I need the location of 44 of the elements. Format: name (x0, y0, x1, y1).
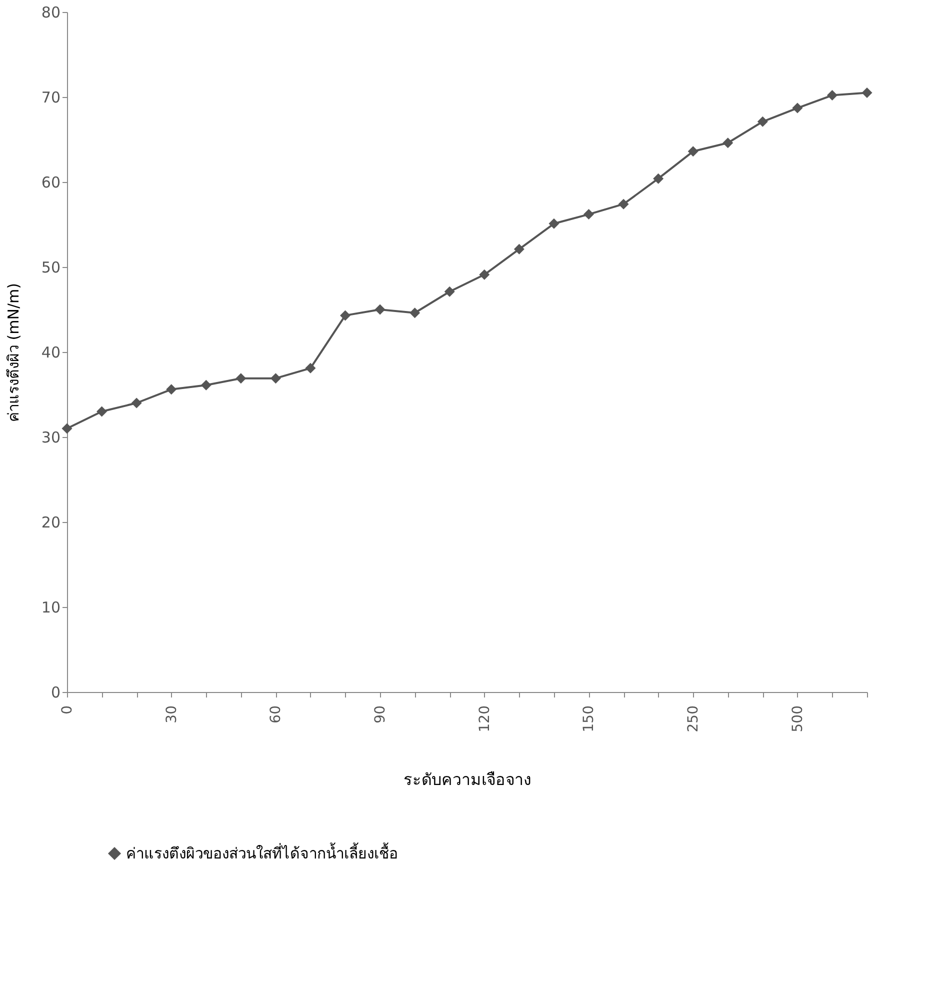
point (340, 310, 351, 321)
y-tick-label: 20 (41, 514, 60, 532)
y-tick-label: 70 (41, 88, 60, 106)
point (653, 173, 664, 184)
x-tick-label: 250 (686, 706, 702, 732)
point (688, 146, 698, 157)
y-tick-label: 40 (41, 344, 60, 362)
point (862, 88, 872, 98)
point (757, 116, 768, 127)
point (270, 373, 281, 384)
y-tick-label: 30 (41, 428, 60, 446)
point (722, 138, 734, 148)
point (618, 198, 629, 210)
y-axis-title: ค่าแรงตึงผิว (mN/m) (4, 283, 22, 422)
point (62, 423, 72, 434)
x-tick-label: 500 (790, 706, 806, 732)
point (305, 362, 316, 374)
point (236, 373, 246, 384)
x-tick-label: 60 (268, 706, 284, 724)
y-tick-label: 0 (50, 684, 60, 702)
point (444, 286, 455, 297)
point (410, 308, 420, 318)
x-tick-label: 90 (372, 706, 389, 724)
y-tick-label: 60 (41, 174, 60, 192)
x-axis-title: ระดับความเจือจาง (404, 770, 532, 790)
x-tick-label: 30 (164, 706, 180, 724)
x-tick-label: 120 (476, 706, 493, 732)
legend-label: ค่าแรงตึงผิวของส่วนใสที่ได้จากน้ำเลี้ยงเชื้อ (126, 842, 398, 862)
y-tick-label: 10 (41, 598, 60, 616)
y-tick-label: 50 (41, 258, 60, 276)
point (166, 384, 177, 395)
point (514, 244, 524, 254)
y-tick-label: 80 (41, 4, 60, 22)
x-tick-label: 0 (60, 706, 76, 714)
point (479, 269, 490, 280)
point (96, 406, 108, 417)
point (792, 102, 803, 114)
point (131, 398, 142, 408)
point (200, 380, 212, 390)
point (548, 218, 560, 229)
point (374, 304, 386, 315)
x-tick-label: 150 (581, 706, 598, 732)
point (583, 209, 594, 220)
point (826, 90, 838, 101)
